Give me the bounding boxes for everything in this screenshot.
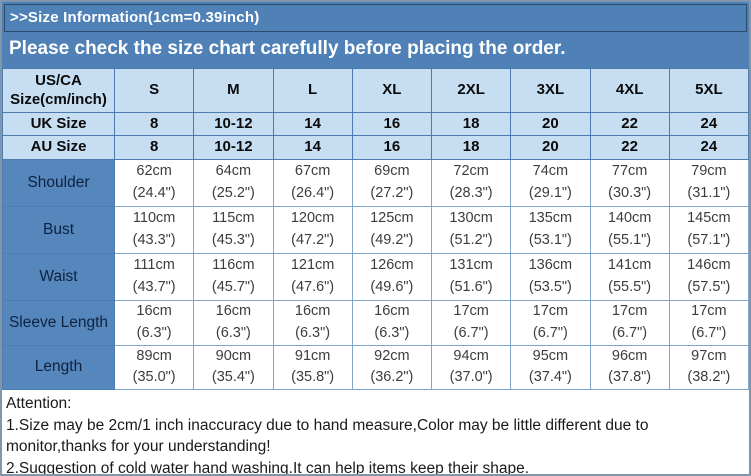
table-cell: 74cm (29.1") xyxy=(510,159,591,207)
table-cell: 94cm (37.0") xyxy=(430,344,512,390)
table-cell: 17cm (6.7") xyxy=(510,300,591,346)
waist-row: Waist 111cm (43.7") 116cm (45.7") 121cm … xyxy=(2,253,749,301)
table-cell: 91cm (35.8") xyxy=(272,344,353,390)
column-header-m: M xyxy=(193,68,274,113)
table-cell: 72cm (28.3") xyxy=(430,159,512,207)
table-cell: 141cm (55.5") xyxy=(589,253,670,301)
row-header-waist: Waist xyxy=(2,253,115,301)
size-chart-notice: Please check the size chart carefully be… xyxy=(9,38,566,59)
table-cell: 16cm (6.3") xyxy=(193,300,274,346)
table-cell: 18 xyxy=(430,135,512,160)
size-info-title: >>Size Information(1cm=0.39inch) xyxy=(4,4,747,32)
attention-label: Attention: xyxy=(6,395,72,412)
table-cell: 92cm (36.2") xyxy=(351,344,433,390)
table-cell: 20 xyxy=(510,135,591,160)
table-cell: 67cm (26.4") xyxy=(272,159,353,207)
column-header-3xl: 3XL xyxy=(510,68,591,113)
table-cell: 121cm (47.6") xyxy=(272,253,353,301)
row-header-au-size: AU Size xyxy=(2,135,115,160)
table-cell: 90cm (35.4") xyxy=(193,344,274,390)
table-cell: 64cm (25.2") xyxy=(193,159,274,207)
row-header-uk-size: UK Size xyxy=(2,112,115,136)
table-cell: 120cm (47.2") xyxy=(272,206,353,254)
table-cell: 16cm (6.3") xyxy=(351,300,433,346)
table-cell: 14 xyxy=(272,135,353,160)
length-row: Length 89cm (35.0") 90cm (35.4") 91cm (3… xyxy=(2,344,749,390)
shoulder-row: Shoulder 62cm (24.4") 64cm (25.2") 67cm … xyxy=(2,159,749,207)
table-cell: 16 xyxy=(351,135,433,160)
table-cell: 131cm (51.6") xyxy=(430,253,512,301)
uk-size-row: UK Size 8 10-12 14 16 18 20 22 24 xyxy=(2,112,749,136)
au-size-row: AU Size 8 10-12 14 16 18 20 22 24 xyxy=(2,135,749,160)
column-header-5xl: 5XL xyxy=(668,68,749,113)
table-cell: 77cm (30.3") xyxy=(589,159,670,207)
row-header-sleeve-length: Sleeve Length xyxy=(2,300,115,346)
table-cell: 8 xyxy=(113,112,195,136)
table-cell: 116cm (45.7") xyxy=(193,253,274,301)
table-cell: 16cm (6.3") xyxy=(272,300,353,346)
note-measure-accuracy: 1.Size may be 2cm/1 inch inaccuracy due … xyxy=(6,416,649,456)
table-cell: 140cm (55.1") xyxy=(589,206,670,254)
table-cell: 125cm (49.2") xyxy=(351,206,433,254)
table-cell: 16 xyxy=(351,112,433,136)
table-cell: 17cm (6.7") xyxy=(668,300,749,346)
table-cell: 97cm (38.2") xyxy=(668,344,749,390)
table-cell: 130cm (51.2") xyxy=(430,206,512,254)
table-cell: 126cm (49.6") xyxy=(351,253,433,301)
table-cell: 69cm (27.2") xyxy=(351,159,433,207)
table-cell: 115cm (45.3") xyxy=(193,206,274,254)
table-cell: 24 xyxy=(668,112,749,136)
notes-section: Attention: 1.Size may be 2cm/1 inch inac… xyxy=(2,390,749,476)
row-header-length: Length xyxy=(2,344,115,390)
table-cell: 145cm (57.1") xyxy=(668,206,749,254)
table-cell: 135cm (53.1") xyxy=(510,206,591,254)
table-cell: 110cm (43.3") xyxy=(113,206,195,254)
table-cell: 10-12 xyxy=(193,135,274,160)
row-header-shoulder: Shoulder xyxy=(2,159,115,207)
table-cell: 20 xyxy=(510,112,591,136)
table-cell: 17cm (6.7") xyxy=(589,300,670,346)
bust-row: Bust 110cm (43.3") 115cm (45.3") 120cm (… xyxy=(2,206,749,254)
note-washing-suggestion: 2.Suggestion of cold water hand washing.… xyxy=(6,460,530,476)
size-table: US/CA Size(cm/inch) S M L XL 2XL 3XL 4XL… xyxy=(2,68,749,390)
table-cell: 96cm (37.8") xyxy=(589,344,670,390)
table-cell: 18 xyxy=(430,112,512,136)
table-cell: 10-12 xyxy=(193,112,274,136)
column-header-s: S xyxy=(113,68,195,113)
table-cell: 79cm (31.1") xyxy=(668,159,749,207)
column-header-4xl: 4XL xyxy=(589,68,670,113)
table-cell: 22 xyxy=(589,112,670,136)
top-banner: >>Size Information(1cm=0.39inch) Please … xyxy=(2,2,749,68)
table-cell: 111cm (43.7") xyxy=(113,253,195,301)
table-cell: 16cm (6.3") xyxy=(113,300,195,346)
corner-cell: US/CA Size(cm/inch) xyxy=(2,68,115,113)
table-cell: 62cm (24.4") xyxy=(113,159,195,207)
row-header-bust: Bust xyxy=(2,206,115,254)
table-cell: 136cm (53.5") xyxy=(510,253,591,301)
table-cell: 24 xyxy=(668,135,749,160)
column-header-2xl: 2XL xyxy=(430,68,512,113)
table-cell: 14 xyxy=(272,112,353,136)
table-cell: 8 xyxy=(113,135,195,160)
size-header-row: US/CA Size(cm/inch) S M L XL 2XL 3XL 4XL… xyxy=(2,68,749,113)
column-header-xl: XL xyxy=(351,68,433,113)
table-cell: 146cm (57.5") xyxy=(668,253,749,301)
table-cell: 22 xyxy=(589,135,670,160)
table-cell: 89cm (35.0") xyxy=(113,344,195,390)
table-cell: 95cm (37.4") xyxy=(510,344,591,390)
table-cell: 17cm (6.7") xyxy=(430,300,512,346)
sleeve-length-row: Sleeve Length 16cm (6.3") 16cm (6.3") 16… xyxy=(2,300,749,346)
column-header-l: L xyxy=(272,68,353,113)
